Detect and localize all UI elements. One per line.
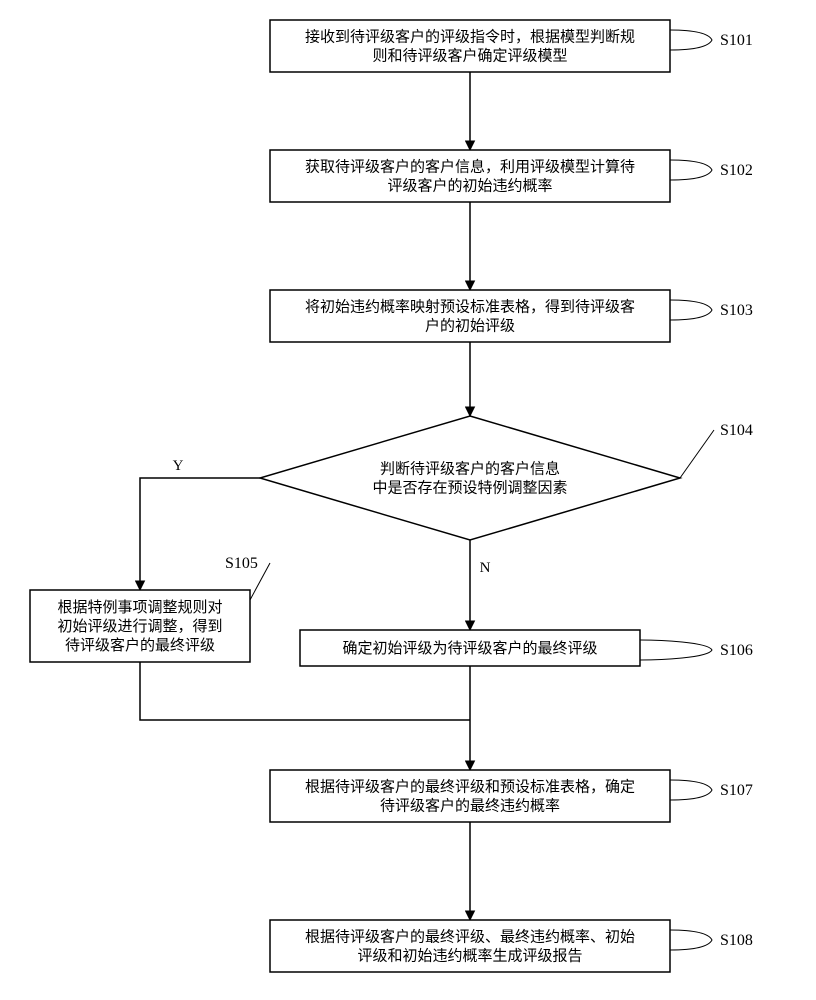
flow-edge: [140, 478, 260, 590]
node-text-s105-line0: 根据特例事项调整规则对: [57, 599, 222, 616]
step-label-s104: S104: [720, 422, 753, 439]
node-text-s105-line1: 初始评级进行调整，得到: [57, 618, 222, 635]
node-text-s102-line0: 获取待评级客户的客户信息，利用评级模型计算待: [305, 158, 635, 176]
node-text-s103-line1: 户的初始评级: [425, 318, 515, 335]
step-label-s107: S107: [720, 782, 753, 799]
node-text-s107-line0: 根据待评级客户的最终评级和预设标准表格，确定: [305, 779, 635, 796]
step-label-s103: S103: [720, 302, 753, 319]
node-text-s104-line1: 中是否存在预设特例调整因素: [372, 480, 567, 497]
branch-no-label: N: [480, 560, 491, 576]
flowchart-diagram: Y N 接收到待评级客户的评级指令时，根据模型判断规则和待评级客户确定评级模型获取待…: [0, 0, 816, 1000]
step-label-s108: S108: [720, 932, 753, 949]
flow-edge: [140, 662, 470, 720]
label-bracket-s107: [670, 780, 712, 800]
label-bracket-s108: [670, 930, 712, 950]
decision-diamond-s104: [260, 416, 680, 540]
node-text-s103-line0: 将初始违约概率映射预设标准表格，得到待评级客: [305, 299, 635, 316]
label-bracket-s103: [670, 300, 712, 320]
node-text-s101-line0: 接收到待评级客户的评级指令时，根据模型判断规: [305, 29, 635, 46]
node-text-s108-line0: 根据待评级客户的最终评级、最终违约概率、初始: [305, 929, 635, 946]
node-text-s104-line0: 判断待评级客户的客户信息: [380, 461, 560, 478]
step-label-s105: S105: [225, 555, 258, 572]
label-bracket-s104: [680, 430, 714, 478]
node-text-s101-line1: 则和待评级客户确定评级模型: [372, 48, 567, 65]
label-bracket-s102: [670, 160, 712, 180]
label-bracket-s101: [670, 30, 712, 50]
node-text-s107-line1: 待评级客户的最终违约概率: [380, 798, 560, 815]
node-text-s105-line2: 待评级客户的最终评级: [65, 637, 215, 654]
step-label-s101: S101: [720, 32, 753, 49]
node-text-s108-line1: 评级和初始违约概率生成评级报告: [357, 948, 582, 965]
step-label-s102: S102: [720, 162, 753, 179]
node-text-s106-line0: 确定初始评级为待评级客户的最终评级: [342, 640, 597, 657]
node-text-s102-line1: 评级客户的初始违约概率: [387, 178, 552, 195]
branch-yes-label: Y: [173, 458, 184, 474]
label-bracket-s106: [640, 640, 712, 660]
step-label-s106: S106: [720, 642, 753, 659]
